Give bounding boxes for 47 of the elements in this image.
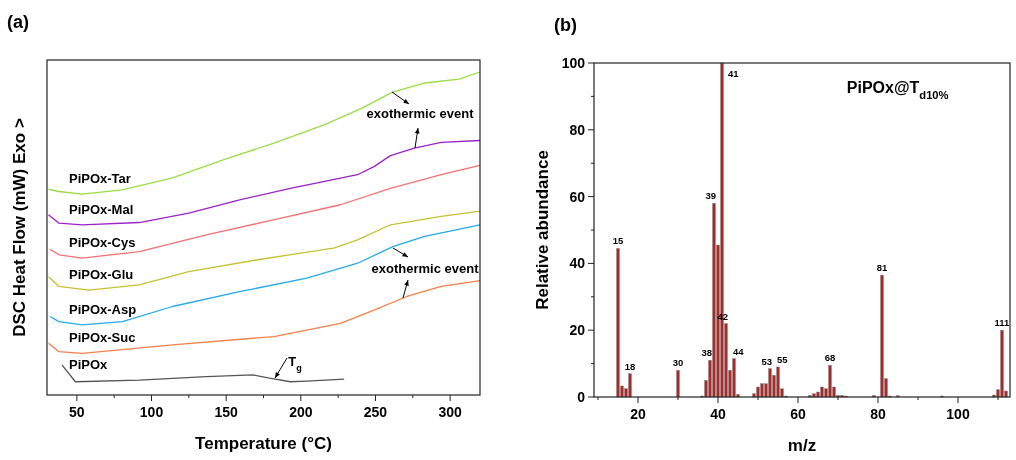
chart-title: (a) — [7, 12, 29, 32]
annotation: 53 — [761, 355, 772, 367]
x-tick-label: 80 — [870, 406, 886, 422]
annotation: T$_{g}$ — [288, 354, 302, 373]
annotation: 81 — [876, 262, 888, 274]
annotation: 18 — [624, 360, 636, 372]
y-tick-label: 0 — [577, 389, 586, 405]
y-axis-title: DSC Heat Flow (mW) Exo > — [10, 118, 29, 337]
y-tick-label: 40 — [569, 255, 586, 272]
annotation: 111 — [994, 317, 1011, 329]
annotation: 30 — [672, 357, 684, 369]
x-tick-label: 300 — [438, 404, 463, 420]
annotation: 41 — [728, 68, 740, 79]
x-tick-label: 100 — [139, 404, 164, 420]
series-label: PiPOx-Mal — [69, 201, 134, 217]
x-axis-title: m/z — [787, 436, 817, 455]
annotation: 39 — [705, 190, 716, 202]
x-tick-label: 200 — [289, 404, 313, 420]
annotation: 68 — [824, 352, 836, 364]
annotation: 55 — [777, 353, 789, 365]
x-tick-label: 100 — [946, 406, 970, 422]
x-tick-label: 40 — [710, 406, 726, 422]
x-axis-title: Temperature (°C) — [195, 434, 332, 453]
series-label: PiPOx-Cys — [69, 235, 136, 251]
x-tick-label: 60 — [790, 406, 806, 422]
series-label: PiPOx — [69, 357, 109, 373]
annotation: 44 — [733, 345, 745, 357]
annotation: exothermic event — [371, 261, 480, 276]
y-tick-label: 20 — [569, 322, 586, 339]
y-tick-label: 60 — [569, 188, 586, 205]
x-tick-label: 20 — [630, 406, 646, 422]
annotation: 38 — [701, 347, 712, 359]
chart-title: (b) — [554, 15, 577, 35]
annotation: 42 — [717, 310, 728, 322]
series-label: PiPOx-Glu — [69, 267, 134, 283]
annotation: PiPOx@T$_{d10%}$ — [846, 79, 949, 101]
annotation: exothermic event — [366, 106, 475, 121]
y-axis-title: Relative abundance — [533, 150, 552, 310]
series-label: PiPOx-Asp — [69, 301, 137, 317]
y-tick-label: 80 — [569, 121, 586, 138]
series-label: PiPOx-Suc — [69, 330, 136, 346]
x-tick-label: 150 — [214, 404, 239, 420]
x-tick-label: 250 — [363, 404, 388, 420]
x-tick-label: 50 — [69, 404, 85, 420]
annotation: 15 — [612, 235, 624, 247]
series-label: PiPOx-Tar — [69, 171, 131, 187]
y-tick-label: 100 — [561, 55, 586, 71]
